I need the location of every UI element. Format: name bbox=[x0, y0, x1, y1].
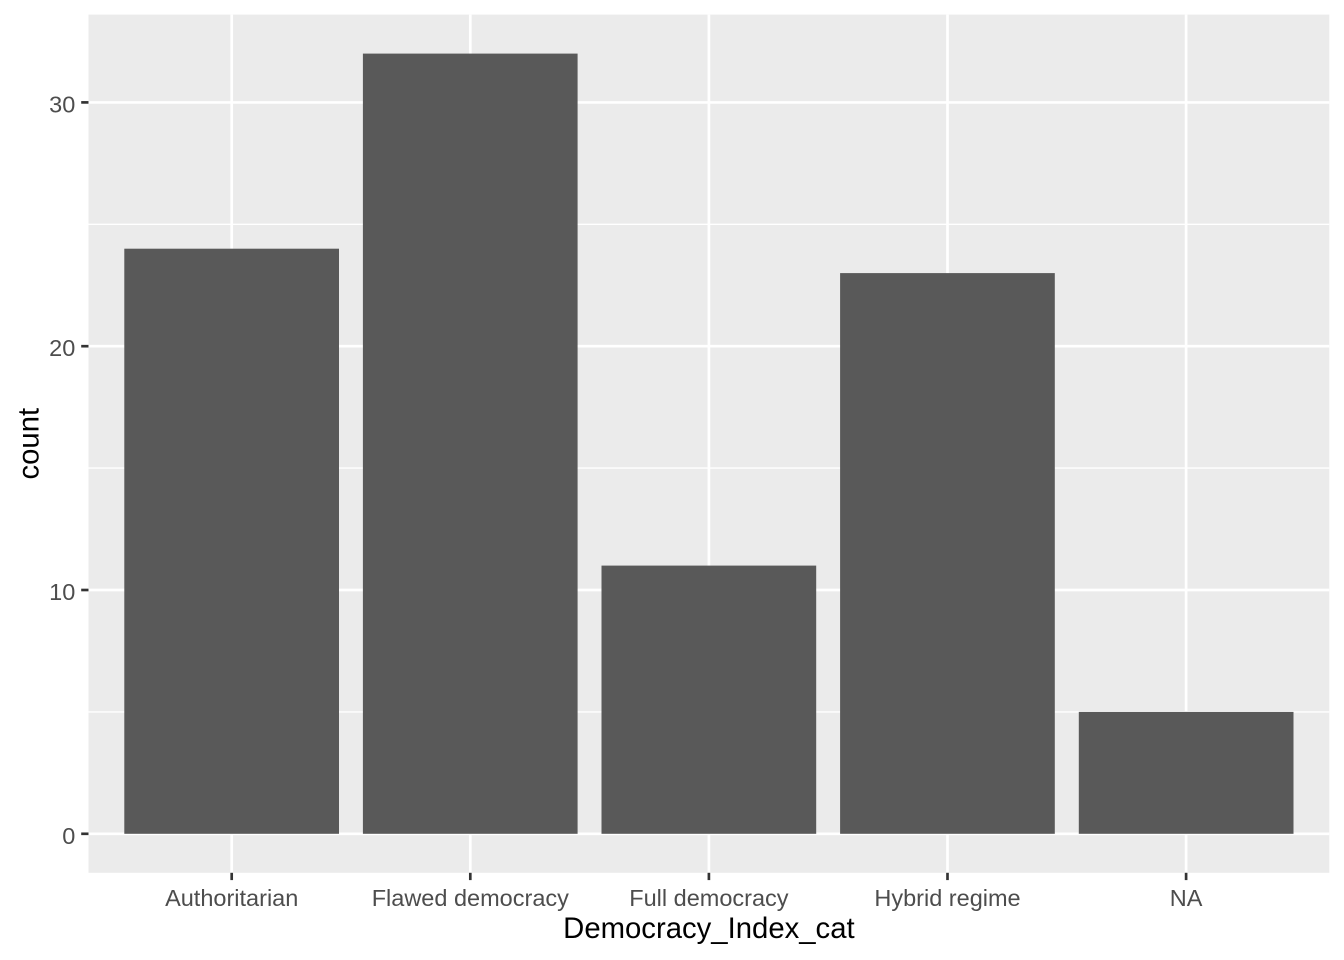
svg-text:Authoritarian: Authoritarian bbox=[165, 885, 298, 911]
svg-text:20: 20 bbox=[49, 335, 75, 361]
svg-text:0: 0 bbox=[62, 823, 75, 849]
svg-text:NA: NA bbox=[1170, 885, 1203, 911]
svg-text:Hybrid regime: Hybrid regime bbox=[874, 885, 1020, 911]
svg-text:Democracy_Index_cat: Democracy_Index_cat bbox=[563, 912, 854, 945]
svg-text:10: 10 bbox=[49, 579, 75, 605]
svg-text:Flawed democracy: Flawed democracy bbox=[372, 885, 569, 911]
svg-text:count: count bbox=[13, 408, 46, 480]
svg-text:30: 30 bbox=[49, 91, 75, 117]
svg-text:Full democracy: Full democracy bbox=[629, 885, 789, 911]
